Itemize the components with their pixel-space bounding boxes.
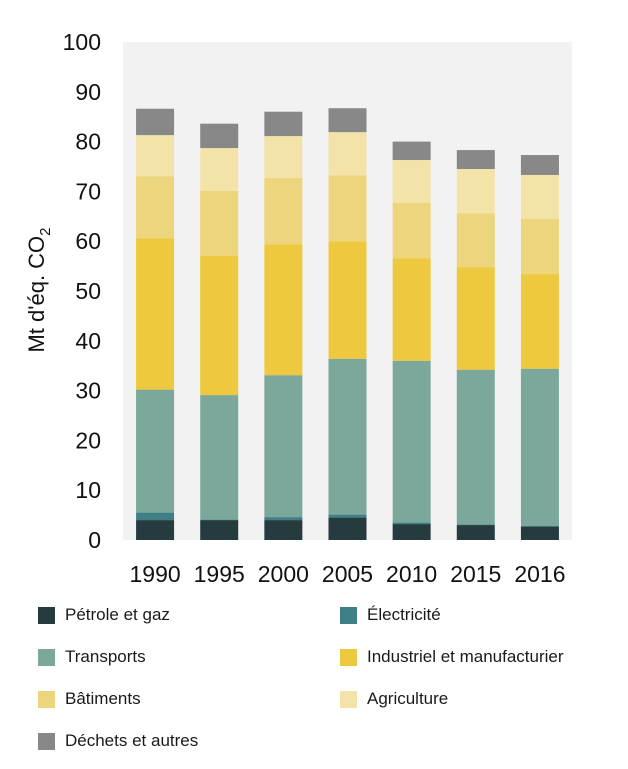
legend-item: Déchets et autres [38, 731, 198, 751]
bar-segment [264, 111, 303, 137]
bar-segment [264, 244, 303, 376]
legend-item: Électricité [340, 605, 441, 625]
y-tick-label: 20 [75, 427, 101, 453]
legend-swatch [38, 606, 55, 624]
bars [136, 108, 559, 540]
bar-segment [264, 177, 303, 245]
y-tick-label: 0 [88, 527, 101, 553]
bar-segment [136, 238, 175, 390]
y-tick-label: 30 [75, 378, 101, 404]
legend-swatch [340, 690, 357, 708]
y-axis-ticks: 0 10 20 30 40 50 60 70 80 90 100 [63, 29, 101, 553]
legend-swatch [38, 648, 55, 666]
bar-segment [456, 150, 495, 169]
bar-segment [392, 524, 431, 540]
legend-label: Industriel et manufacturier [367, 647, 564, 666]
legend-item: Agriculture [340, 689, 448, 709]
bar-segment [200, 520, 239, 540]
bar-segment [392, 202, 431, 259]
bar-segment [392, 141, 431, 161]
bar-segment [328, 108, 367, 133]
y-tick-label: 70 [75, 178, 101, 204]
bar-segment [200, 190, 239, 256]
y-tick-label: 90 [75, 79, 101, 105]
legend-swatch [38, 732, 55, 750]
legend-item: Transports [38, 647, 146, 667]
bar-segment [328, 514, 367, 518]
legend-label: Pétrole et gaz [65, 605, 170, 624]
bar-segment [136, 389, 175, 513]
legend-label: Électricité [367, 605, 441, 624]
x-tick-label: 2016 [514, 561, 565, 587]
bar-segment [456, 369, 495, 525]
bar-segment [328, 241, 367, 359]
y-axis-label-subscript: 2 [37, 227, 54, 235]
bar-segment [392, 258, 431, 361]
legend-label: Déchets et autres [65, 731, 199, 750]
stacked-bar-chart: 0 10 20 30 40 50 60 70 80 90 100 1990 1995 2000 2005 2… [24, 29, 572, 587]
bar-segment [264, 517, 303, 521]
bar-segment [520, 526, 559, 540]
y-tick-label: 80 [75, 129, 101, 155]
bar-segment [264, 136, 303, 178]
x-axis-ticks: 1990 1995 2000 2005 2010 2015 2016 [129, 561, 565, 587]
bar-segment [456, 213, 495, 268]
legend-item: Bâtiments [38, 689, 141, 709]
y-tick-label: 100 [63, 29, 101, 55]
y-axis-label: Mt d'éq. CO2 [24, 227, 54, 352]
legend-swatch [340, 606, 357, 624]
bar-segment [328, 358, 367, 515]
x-tick-label: 2015 [450, 561, 501, 587]
bar-segment [136, 108, 175, 136]
bar-segment [200, 255, 239, 396]
x-tick-label: 2005 [322, 561, 373, 587]
x-tick-label: 2010 [386, 561, 437, 587]
bar-segment [136, 135, 175, 177]
legend-label: Transports [65, 647, 146, 666]
bar-segment [456, 525, 495, 540]
x-tick-label: 1990 [129, 561, 180, 587]
bar-segment [136, 520, 175, 540]
bar-segment [520, 368, 559, 527]
bar-segment [328, 175, 367, 242]
bar-segment [200, 148, 239, 191]
bar-segment [200, 395, 239, 520]
y-tick-label: 10 [75, 477, 101, 503]
legend-swatch [38, 690, 55, 708]
bar-segment [456, 267, 495, 370]
bar-segment [328, 517, 367, 540]
bar-segment [264, 520, 303, 540]
bar-segment [136, 512, 175, 521]
bar-segment [456, 168, 495, 214]
x-tick-label: 2000 [258, 561, 309, 587]
bar-segment [200, 123, 239, 149]
legend-label: Bâtiments [65, 689, 141, 708]
legend-item: Industriel et manufacturier [340, 647, 564, 667]
y-tick-label: 60 [75, 228, 101, 254]
bar-segment [520, 155, 559, 175]
bar-segment [328, 132, 367, 176]
legend-swatch [340, 648, 357, 666]
bar-segment [392, 522, 431, 525]
bar-segment [520, 274, 559, 369]
legend-label: Agriculture [367, 689, 449, 708]
x-tick-label: 1995 [194, 561, 245, 587]
y-tick-label: 40 [75, 328, 101, 354]
bar-segment [264, 375, 303, 518]
bar-segment [520, 174, 559, 219]
bar-segment [520, 218, 559, 275]
legend-item: Pétrole et gaz [38, 605, 170, 625]
bar-segment [392, 360, 431, 523]
y-tick-label: 50 [75, 278, 101, 304]
bar-segment [136, 176, 175, 239]
bar-segment [392, 160, 431, 203]
